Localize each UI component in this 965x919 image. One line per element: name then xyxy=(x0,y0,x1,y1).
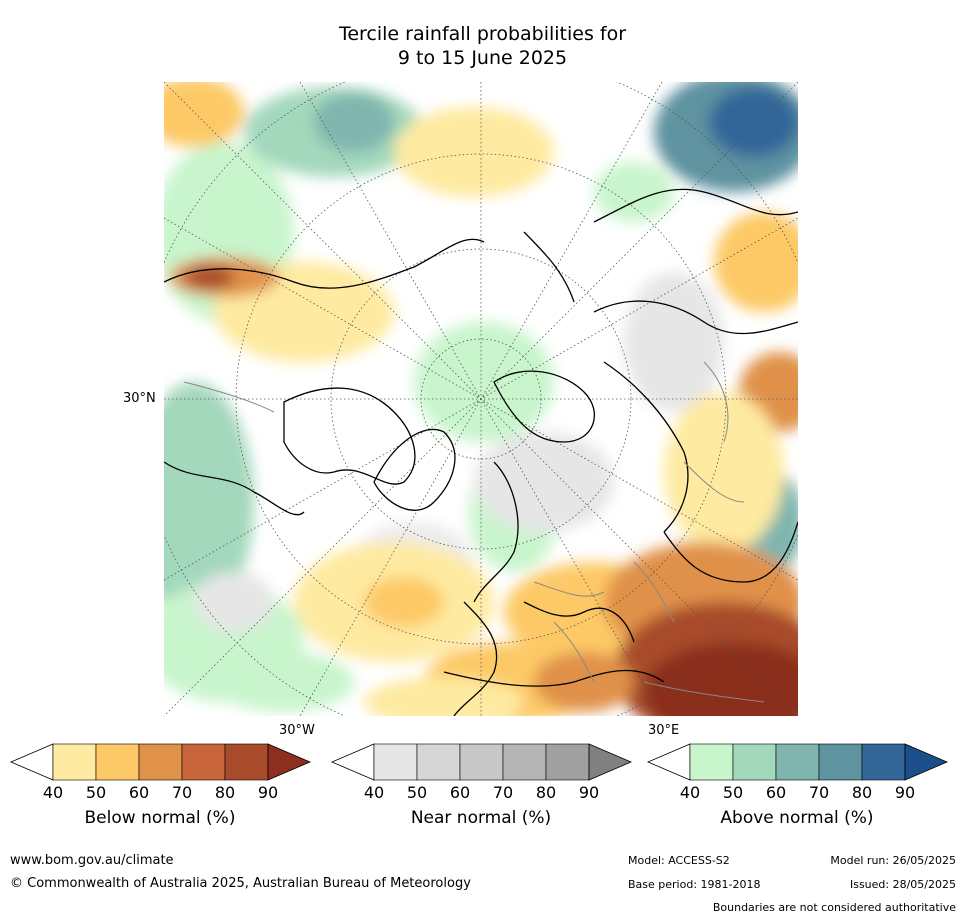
colorbar-tick-label: 80 xyxy=(536,783,556,802)
colorbar-bin xyxy=(459,743,504,781)
map-title: Tercile rainfall probabilities for 9 to … xyxy=(0,22,965,70)
colorbar-tick-label: 60 xyxy=(450,783,470,802)
colorbar-tick-label: 60 xyxy=(129,783,149,802)
colorbar-bin xyxy=(138,743,183,781)
graticule xyxy=(164,82,798,716)
colorbar-tick-label: 80 xyxy=(215,783,235,802)
legend-below-normal: 40 50 60 70 80 90 xyxy=(9,743,312,803)
colorbar-extend-low xyxy=(9,743,54,781)
colorbar-bin xyxy=(818,743,863,781)
colorbar-bin xyxy=(502,743,547,781)
legend-title-above-normal: Above normal (%) xyxy=(720,808,874,828)
latitude-label: 30°N xyxy=(123,391,156,406)
colorbar-tick-label: 70 xyxy=(493,783,513,802)
colorbar-tick-label: 80 xyxy=(852,783,872,802)
footer-website: www.bom.gov.au/climate xyxy=(10,853,174,868)
colorbar-bin xyxy=(861,743,906,781)
colorbar-bin xyxy=(545,743,590,781)
colorbar-bin xyxy=(416,743,461,781)
footer-base-period: Base period: 1981-2018 xyxy=(628,878,761,891)
colorbar-tick-label: 40 xyxy=(680,783,700,802)
footer-issued: Issued: 28/05/2025 xyxy=(849,878,956,891)
colorbar-bin xyxy=(775,743,820,781)
colorbar-near-normal: 40 50 60 70 80 90 xyxy=(330,743,633,802)
title-line-2: 9 to 15 June 2025 xyxy=(397,47,568,69)
colorbar-tick-label: 90 xyxy=(579,783,599,802)
colorbar-tick-label: 40 xyxy=(364,783,384,802)
colorbar-tick-label: 70 xyxy=(172,783,192,802)
colorbar-extend-high xyxy=(267,743,312,781)
colorbar-bin xyxy=(732,743,777,781)
colorbar-tick-label: 50 xyxy=(407,783,427,802)
colorbar-bin xyxy=(224,743,269,781)
colorbar-below-normal: 40 50 60 70 80 90 xyxy=(9,743,312,802)
colorbar-above-normal: 40 50 60 70 80 90 xyxy=(646,743,949,802)
colorbar-extend-low xyxy=(330,743,375,781)
colorbar-tick-label: 90 xyxy=(895,783,915,802)
colorbar-bin xyxy=(373,743,418,781)
colorbar-bin xyxy=(689,743,734,781)
colorbar-tick-label: 40 xyxy=(43,783,63,802)
legend-above-normal: 40 50 60 70 80 90 xyxy=(646,743,949,803)
title-line-1: Tercile rainfall probabilities for xyxy=(338,23,627,45)
footer-model-run: Model run: 26/05/2025 xyxy=(830,854,956,867)
colorbar-extend-high xyxy=(904,743,949,781)
colorbar-bin xyxy=(95,743,140,781)
colorbar-bin xyxy=(181,743,226,781)
footer-disclaimer: Boundaries are not considered authoritat… xyxy=(712,901,956,914)
boundaries xyxy=(183,361,765,703)
longitude-label-west: 30°W xyxy=(279,723,315,738)
footer-copyright: © Commonwealth of Australia 2025, Austra… xyxy=(10,876,471,891)
colorbar-extend-low xyxy=(646,743,691,781)
colorbar-tick-label: 90 xyxy=(258,783,278,802)
colorbar-bin xyxy=(52,743,97,781)
colorbar-extend-high xyxy=(588,743,633,781)
colorbar-tick-label: 50 xyxy=(86,783,106,802)
longitude-label-east: 30°E xyxy=(648,723,680,738)
colorbar-tick-label: 60 xyxy=(766,783,786,802)
footer-model: Model: ACCESS-S2 xyxy=(628,854,730,867)
polar-map xyxy=(164,82,798,716)
legend-title-below-normal: Below normal (%) xyxy=(84,808,236,828)
legend-near-normal: 40 50 60 70 80 90 xyxy=(330,743,633,803)
colorbar-tick-label: 70 xyxy=(809,783,829,802)
coastlines xyxy=(164,188,798,716)
legend-title-near-normal: Near normal (%) xyxy=(410,808,552,828)
colorbar-tick-label: 50 xyxy=(723,783,743,802)
